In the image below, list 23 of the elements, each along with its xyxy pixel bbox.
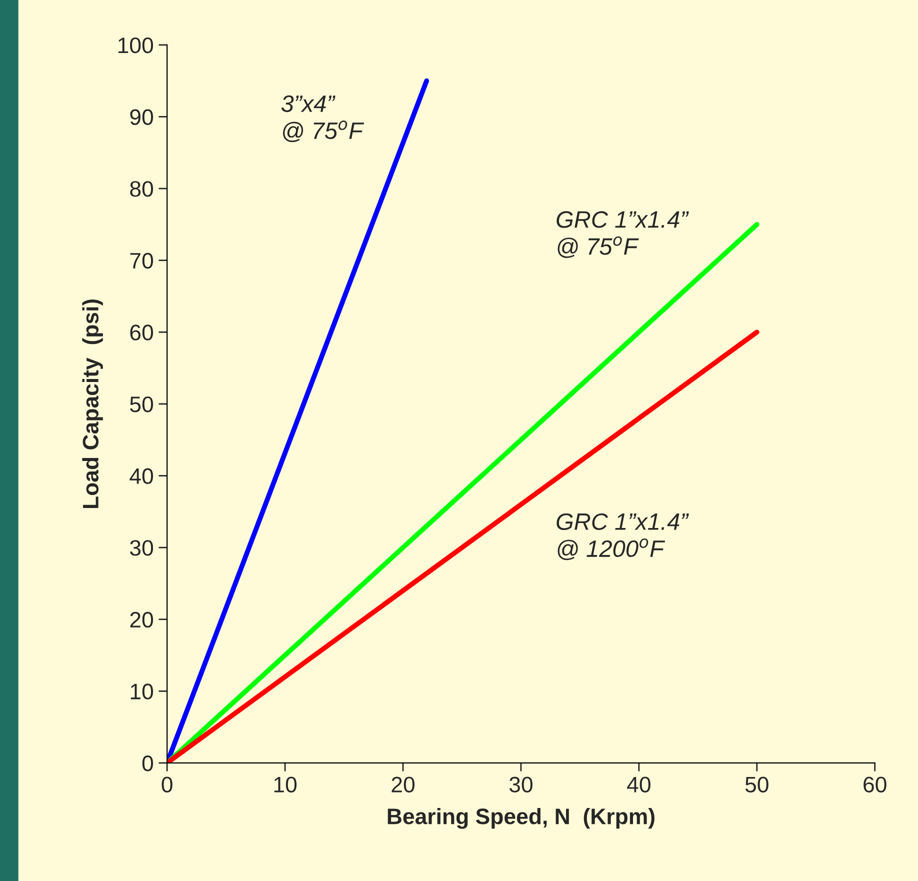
series-label: GRC 1”x1.4” @ 75$^{o}$F — [556, 211, 689, 258]
y-tick-label: 80 — [130, 181, 154, 197]
x-axis-title: Bearing Speed, N (Krpm) — [388, 808, 654, 829]
y-tick-label: 90 — [130, 109, 154, 126]
x-tick-label: 10 — [274, 776, 297, 792]
y-tick-label: 40 — [130, 468, 154, 484]
y-tick-label: 10 — [130, 684, 154, 700]
series-label: 3”x4” @ 75$^{o}$F — [281, 95, 364, 142]
y-tick-label: 50 — [130, 396, 154, 412]
y-tick-label: 70 — [130, 252, 154, 269]
y-tick-label: 0 — [142, 755, 154, 772]
y-tick-label: 30 — [130, 540, 154, 556]
x-tick-label: 50 — [745, 776, 768, 792]
x-tick-label: 20 — [392, 776, 414, 792]
y-axis-title: Load Capacity (psi) — [82, 299, 103, 508]
x-tick-label: 30 — [509, 776, 532, 792]
x-tick-label: 60 — [864, 776, 886, 792]
x-tick-label: 40 — [627, 776, 650, 792]
y-tick-label: 20 — [130, 612, 154, 628]
series-label: GRC 1”x1.4” @ 1200$^{o}$F — [556, 513, 689, 560]
x-tick-label: 0 — [162, 776, 172, 792]
y-tick-label: 100 — [118, 37, 154, 54]
y-tick-label: 60 — [130, 324, 154, 340]
